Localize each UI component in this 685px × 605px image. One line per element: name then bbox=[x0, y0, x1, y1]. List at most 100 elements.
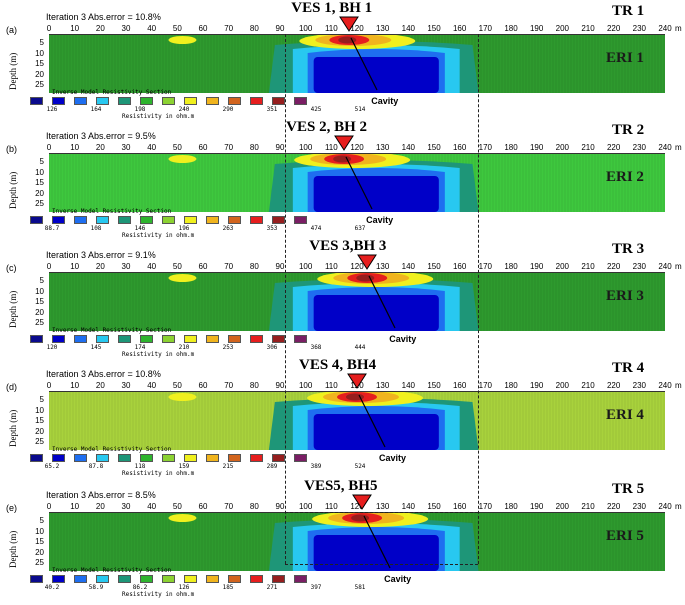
x-tick-label: 170 bbox=[478, 24, 493, 33]
x-axis-ticks: 0 10 20 30 40 50 60 70 80 90 100 110 120 130 140 150 160… bbox=[0, 24, 685, 34]
x-tick-label: 110 bbox=[324, 262, 338, 271]
legend-swatch bbox=[140, 335, 153, 343]
marker-triangle bbox=[357, 254, 378, 270]
legend-value: 263 bbox=[222, 225, 234, 232]
legend-swatch bbox=[250, 216, 263, 224]
arrow-line bbox=[368, 275, 396, 329]
anomaly-core-zone bbox=[313, 414, 439, 450]
legend-title: Inverse Model Resistivity Section bbox=[52, 327, 172, 334]
eri-profile-label: ERI 4 bbox=[606, 407, 644, 423]
x-tick-label: 30 bbox=[121, 262, 131, 271]
legend-swatch bbox=[228, 335, 241, 343]
section-image bbox=[49, 513, 665, 571]
legend-unit: Resistivity in ohm.m bbox=[122, 470, 195, 477]
x-tick-label: 20 bbox=[95, 24, 105, 33]
depth-axis-title: Depth (m) bbox=[8, 290, 18, 328]
x-tick-label: 120 bbox=[350, 24, 364, 33]
ves-marker-icon bbox=[352, 494, 373, 510]
x-tick-label: 40 bbox=[147, 381, 157, 390]
transect-panel: Iteration 3 Abs.error = 9.5% TR 2 VES 2, B… bbox=[0, 119, 685, 239]
x-tick-label: 0 bbox=[46, 502, 52, 511]
ves-borehole-label: VES 4, BH4 bbox=[299, 357, 377, 373]
legend-swatch bbox=[96, 216, 109, 224]
legend-swatch bbox=[52, 454, 65, 462]
x-tick-label: 0 bbox=[46, 262, 52, 271]
x-tick-label: 50 bbox=[172, 143, 182, 152]
legend-value: 145 bbox=[90, 344, 102, 351]
x-tick-label: 190 bbox=[529, 24, 544, 33]
guide-dashed-line-right bbox=[477, 34, 479, 564]
depth-axis-title: Depth (m) bbox=[8, 52, 18, 90]
depth-tick-label: 15 bbox=[35, 178, 44, 187]
ves-borehole-label: VES 3,BH 3 bbox=[309, 238, 387, 254]
x-tick-label: 40 bbox=[147, 24, 157, 33]
legend-value: 474 bbox=[310, 225, 322, 232]
legend-swatch bbox=[184, 216, 197, 224]
legend-swatch bbox=[272, 335, 285, 343]
legend-swatch bbox=[74, 575, 87, 583]
x-tick-label: 190 bbox=[529, 381, 544, 390]
x-tick-label: 20 bbox=[95, 262, 105, 271]
x-axis-ticks: 0 10 20 30 40 50 60 70 80 90 100 110 120 130 140 150 160… bbox=[0, 143, 685, 153]
legend-value: 514 bbox=[354, 106, 366, 113]
arrow-line bbox=[363, 515, 391, 569]
resistivity-legend: Inverse Model Resistivity Section 65.2 87.… bbox=[30, 446, 365, 477]
legend-swatch bbox=[272, 575, 285, 583]
cavity-label: Cavity bbox=[366, 215, 394, 225]
legend-value: 290 bbox=[222, 106, 234, 113]
panel-tag: (c) bbox=[6, 263, 17, 273]
x-tick-label: 150 bbox=[427, 381, 441, 390]
anomaly-core-zone bbox=[313, 535, 439, 571]
x-tick-label: 180 bbox=[504, 381, 518, 390]
arrow-line bbox=[345, 156, 373, 210]
legend-swatch bbox=[30, 335, 43, 343]
x-tick-label: 230 bbox=[632, 24, 647, 33]
x-tick-label: 220 bbox=[606, 24, 621, 33]
x-tick-label: 170 bbox=[478, 381, 493, 390]
x-tick-label: 30 bbox=[121, 24, 131, 33]
x-tick-label: 130 bbox=[375, 143, 390, 152]
x-axis-unit: m bbox=[675, 24, 682, 33]
depth-tick-label: 25 bbox=[35, 437, 44, 446]
x-tick-label: 200 bbox=[555, 143, 570, 152]
x-tick-label: 50 bbox=[172, 24, 182, 33]
x-tick-label: 100 bbox=[298, 381, 313, 390]
iteration-label: Iteration 3 Abs.error = 9.5% bbox=[46, 131, 156, 141]
x-tick-label: 210 bbox=[581, 262, 595, 271]
x-tick-label: 70 bbox=[224, 502, 234, 511]
legend-swatch bbox=[118, 454, 131, 462]
legend-swatch bbox=[118, 97, 131, 105]
legend-swatch bbox=[184, 97, 197, 105]
legend-title: Inverse Model Resistivity Section bbox=[52, 446, 172, 453]
x-tick-label: 100 bbox=[298, 502, 313, 511]
x-tick-label: 90 bbox=[275, 24, 285, 33]
legend-swatch bbox=[294, 454, 307, 462]
x-tick-label: 110 bbox=[324, 502, 338, 511]
x-tick-label: 230 bbox=[632, 502, 647, 511]
legend-value: 253 bbox=[222, 344, 234, 351]
legend-swatch bbox=[206, 575, 219, 583]
x-tick-label: 200 bbox=[555, 262, 570, 271]
x-tick-label: 160 bbox=[452, 24, 467, 33]
legend-value: 65.2 bbox=[44, 463, 60, 470]
depth-axis-title: Depth (m) bbox=[8, 530, 18, 568]
x-tick-label: 10 bbox=[70, 24, 80, 33]
depth-tick-label: 15 bbox=[35, 416, 44, 425]
x-tick-label: 30 bbox=[121, 143, 131, 152]
x-tick-label: 60 bbox=[198, 143, 208, 152]
x-tick-label: 220 bbox=[606, 502, 621, 511]
x-tick-label: 80 bbox=[249, 24, 259, 33]
legend-swatch bbox=[96, 575, 109, 583]
depth-axis-title: Depth (m) bbox=[8, 409, 18, 447]
x-tick-label: 80 bbox=[249, 502, 259, 511]
x-tick-label: 170 bbox=[478, 262, 493, 271]
depth-tick-label: 25 bbox=[35, 80, 44, 89]
x-tick-label: 180 bbox=[504, 24, 518, 33]
surface-anomaly bbox=[168, 274, 197, 282]
legend-value: 581 bbox=[354, 584, 366, 591]
guide-dashed-line-left bbox=[285, 34, 287, 564]
legend-swatch bbox=[250, 575, 263, 583]
iteration-label: Iteration 3 Abs.error = 10.8% bbox=[46, 12, 161, 22]
legend-swatch bbox=[294, 97, 307, 105]
legend-value: 240 bbox=[178, 106, 190, 113]
